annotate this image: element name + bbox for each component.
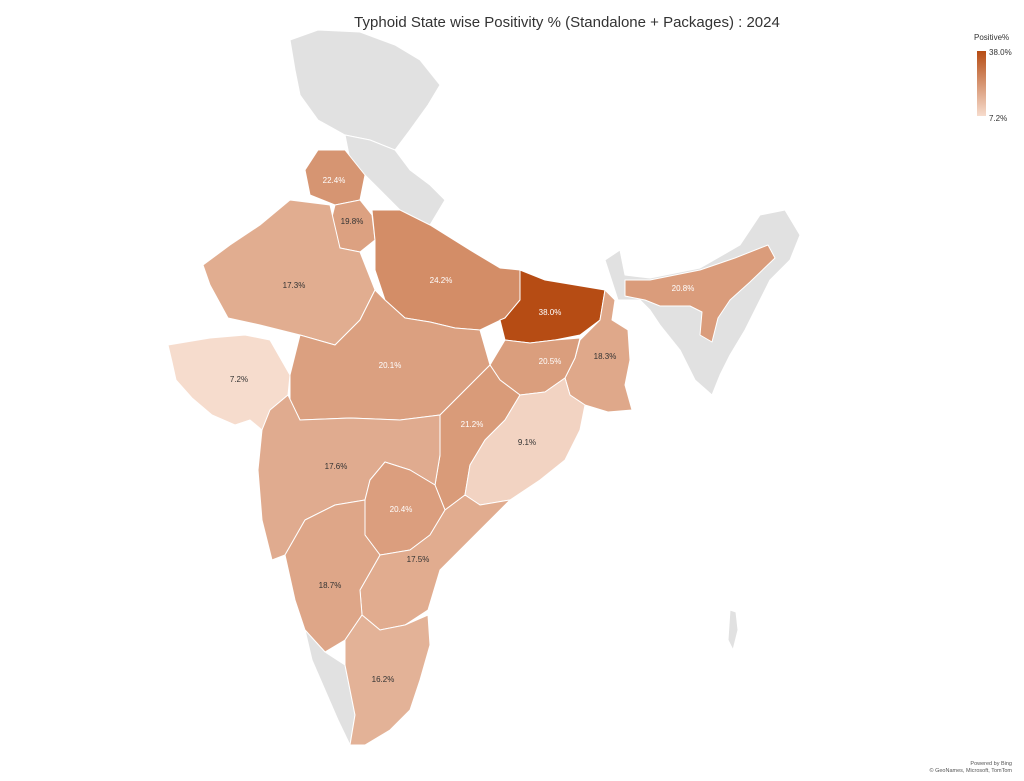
region-jammu-and-kashmir[interactable] — [289, 29, 441, 151]
labels-layer: 22.4% 19.8% 17.3% 24.2% 38.0% 20.8% 7.2%… — [230, 176, 694, 684]
attribution-line-1: Powered by Bing — [970, 761, 1012, 767]
legend-max-label: 38.0% — [989, 48, 1012, 57]
label-haryana: 19.8% — [341, 217, 364, 226]
region-uttar-pradesh[interactable] — [371, 209, 521, 331]
label-punjab: 22.4% — [323, 176, 346, 185]
label-jharkhand: 20.5% — [539, 357, 562, 366]
map-title: Typhoid State wise Positivity % (Standal… — [354, 14, 780, 31]
label-tamil-nadu: 16.2% — [372, 675, 395, 684]
label-west-bengal: 18.3% — [594, 352, 617, 361]
legend-min-label: 7.2% — [989, 114, 1008, 123]
label-gujarat: 7.2% — [230, 375, 248, 384]
label-madhya-pradesh: 20.1% — [379, 361, 402, 370]
map-attribution: Powered by Bing © GeoNames, Microsoft, T… — [930, 761, 1013, 775]
region-tamil-nadu[interactable] — [344, 614, 431, 746]
label-andhra-pradesh: 17.5% — [407, 555, 430, 564]
label-telangana: 20.4% — [390, 505, 413, 514]
legend-color-scale — [977, 51, 986, 116]
label-maharashtra: 17.6% — [325, 462, 348, 471]
regions-layer — [167, 29, 801, 746]
label-odisha: 9.1% — [518, 438, 536, 447]
label-chhattisgarh: 21.2% — [461, 420, 484, 429]
label-uttar-pradesh: 24.2% — [430, 276, 453, 285]
legend-title: Positive% — [974, 33, 1010, 42]
label-assam: 20.8% — [672, 284, 695, 293]
region-andaman-islands — [727, 609, 739, 651]
attribution-line-2: © GeoNames, Microsoft, TomTom — [929, 768, 1013, 774]
label-bihar: 38.0% — [539, 308, 562, 317]
label-karnataka: 18.7% — [319, 581, 342, 590]
label-rajasthan: 17.3% — [283, 281, 306, 290]
region-odisha[interactable] — [464, 377, 586, 506]
region-assam[interactable] — [624, 244, 776, 343]
